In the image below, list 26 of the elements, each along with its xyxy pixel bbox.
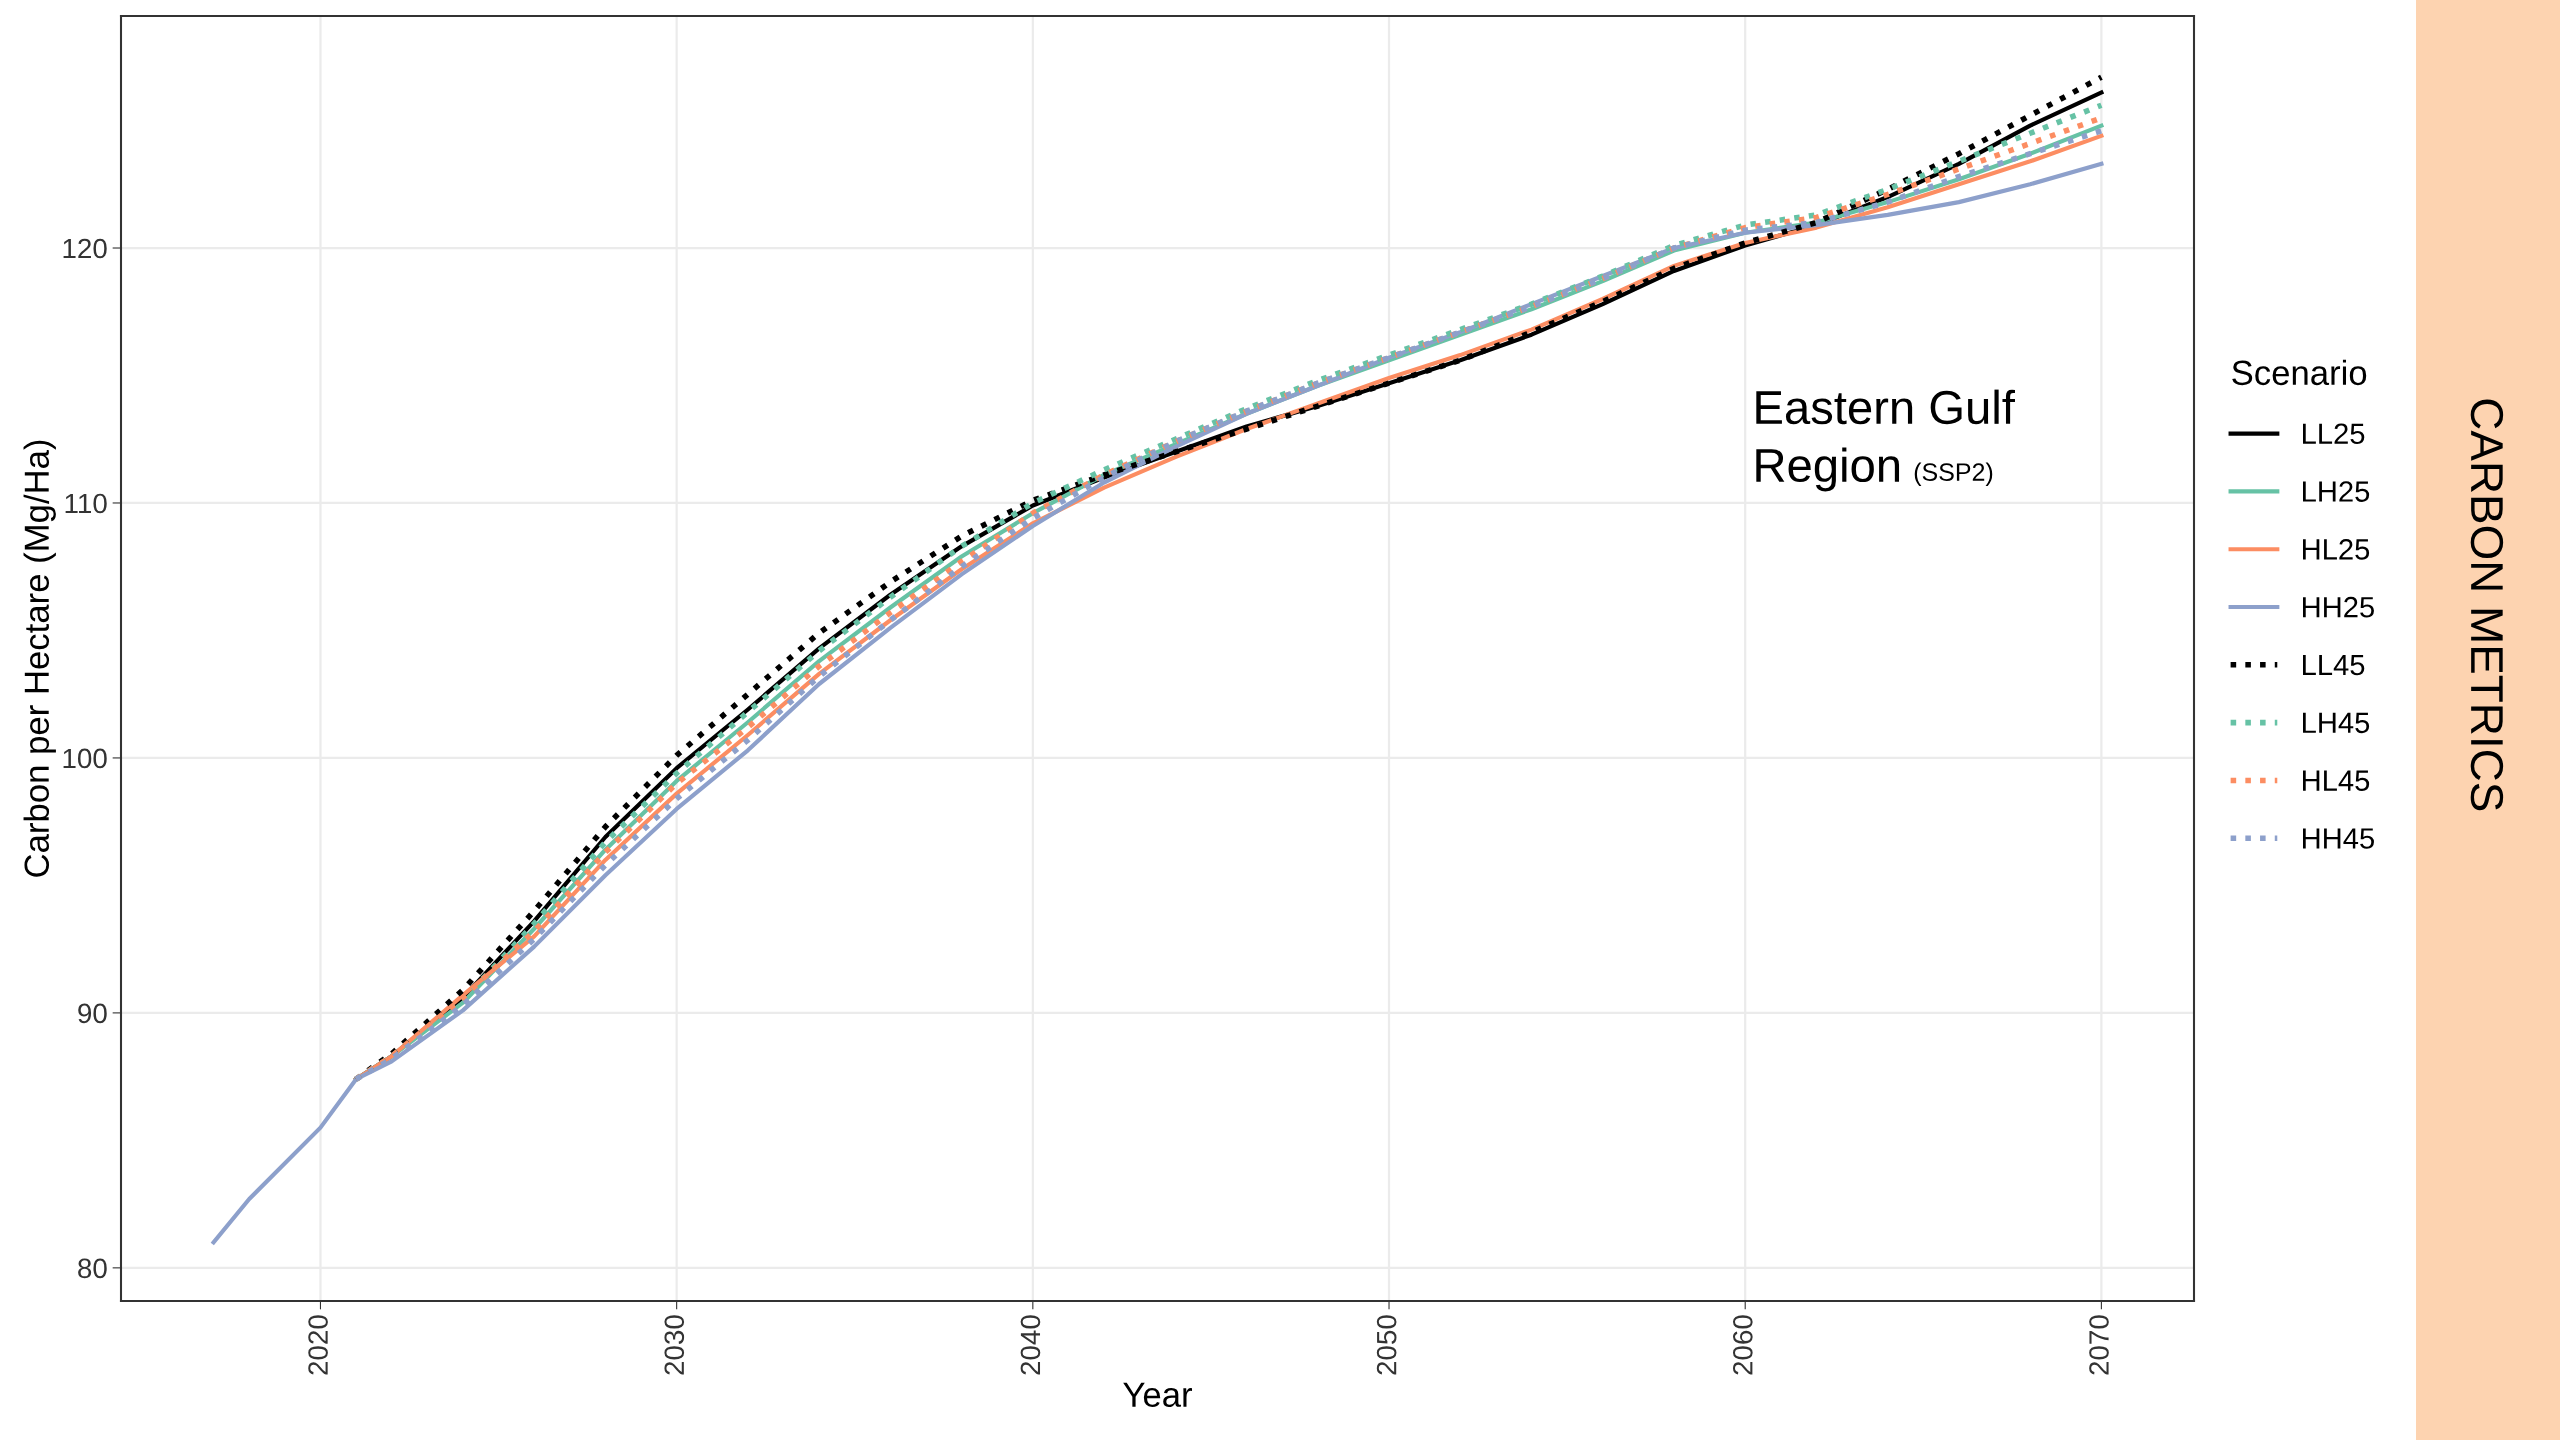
y-tick-label: 90 [78,1003,107,1024]
annotation: (SSP2) [1914,462,1993,486]
text: CARBON METRICS [2470,399,2504,811]
x-tick-label: 2070 [2089,1315,2109,1375]
legend-label: HL45 [2303,770,2370,791]
legend-label: LL45 [2303,654,2365,676]
x-tick-label: 2020 [308,1315,328,1375]
legend-label: LL25 [2303,423,2365,445]
x-tick-label: 2040 [1020,1315,1041,1375]
annotation: Eastern Gulf [1756,389,2015,425]
legend-label: LH45 [2303,712,2370,734]
y-tick-label: 120 [63,238,107,259]
legend-title: Scenario [2232,359,2367,386]
x-tick-label: 2050 [1376,1315,1397,1375]
x-tick-label: 2030 [664,1315,685,1375]
x-tick-label: 2060 [1732,1315,1753,1375]
y-axis-title: Carbon per Hectare (Mg/Ha) [23,440,56,877]
legend-label: HH25 [2303,596,2374,618]
legend-label: HH45 [2303,828,2374,849]
y-tick-label: 110 [65,493,107,514]
x-axis-title: Year [1123,1382,1193,1408]
annotation: Region [1756,447,1900,492]
y-tick-label: 80 [78,1258,107,1279]
legend-label: LH25 [2303,481,2370,502]
legend-label: HL25 [2303,539,2370,560]
y-tick-label: 100 [63,748,107,769]
